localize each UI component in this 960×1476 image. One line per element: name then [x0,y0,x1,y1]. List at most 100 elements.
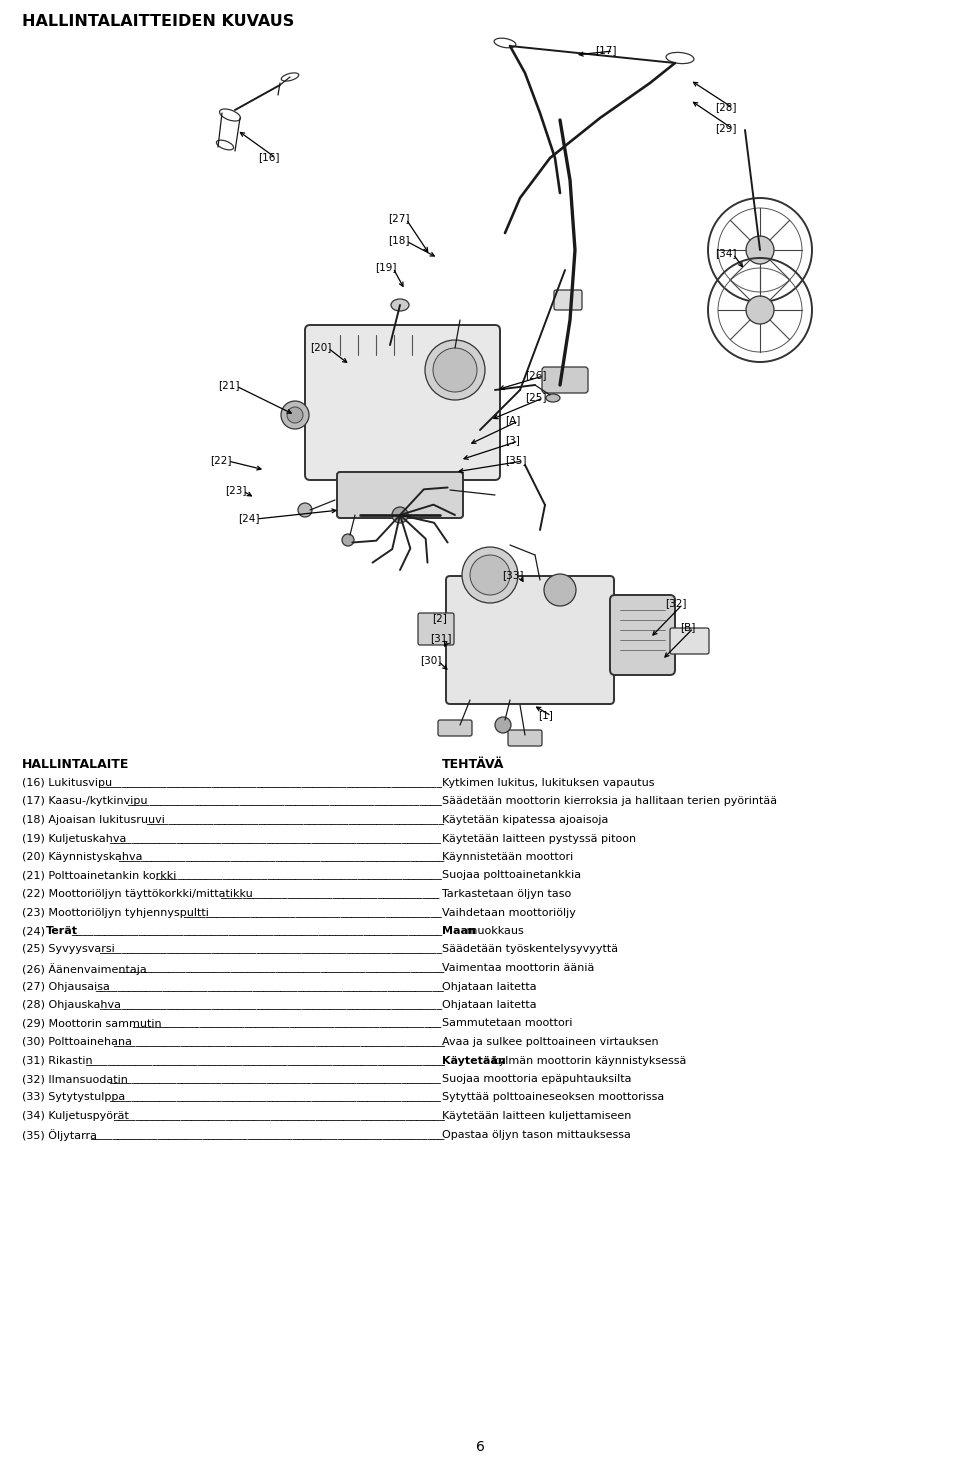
Circle shape [544,574,576,607]
Circle shape [462,548,518,604]
Text: (25) Syvyysvarsi: (25) Syvyysvarsi [22,945,115,955]
Text: Ohjataan laitetta: Ohjataan laitetta [442,982,537,992]
Text: (24): (24) [22,925,49,936]
FancyBboxPatch shape [446,576,614,704]
Text: [26]: [26] [525,370,546,379]
Text: [16]: [16] [258,152,279,162]
Text: (35) Öljytarra: (35) Öljytarra [22,1129,97,1141]
Text: ___________________________________________________________: ________________________________________… [108,1092,441,1103]
Text: Sytyttää polttoaineseoksen moottorissa: Sytyttää polttoaineseoksen moottorissa [442,1092,664,1103]
Text: _______________________________________________________________: ________________________________________… [90,1129,444,1139]
Text: (18) Ajoaisan lukitusruuvi: (18) Ajoaisan lukitusruuvi [22,815,165,825]
Text: [20]: [20] [310,342,331,351]
Text: (20) Käynnistyskahva: (20) Käynnistyskahva [22,852,142,862]
Text: Säädetään työskentelysyvyyttä: Säädetään työskentelysyvyyttä [442,945,618,955]
Text: Säädetään moottorin kierroksia ja hallitaan terien pyörintää: Säädetään moottorin kierroksia ja hallit… [442,797,778,806]
Text: [19]: [19] [375,263,396,272]
Text: ___________________________________________________________: ________________________________________… [113,1111,445,1120]
Circle shape [287,407,303,424]
Text: [23]: [23] [225,486,247,494]
Text: Käytetään laitteen kuljettamiseen: Käytetään laitteen kuljettamiseen [442,1111,632,1120]
Text: [24]: [24] [238,514,259,523]
Text: Vaihdetaan moottoriöljy: Vaihdetaan moottoriöljy [442,908,576,918]
Text: Tarkastetaan öljyn taso: Tarkastetaan öljyn taso [442,889,571,899]
Text: Opastaa öljyn tason mittauksessa: Opastaa öljyn tason mittauksessa [442,1129,631,1139]
Text: [30]: [30] [420,655,442,666]
Text: [A]: [A] [505,415,520,425]
Circle shape [392,506,408,523]
Text: [1]: [1] [538,710,553,720]
Text: (19) Kuljetuskahva: (19) Kuljetuskahva [22,834,127,843]
Text: [28]: [28] [715,102,736,112]
Text: [21]: [21] [218,379,239,390]
Text: Sammutetaan moottori: Sammutetaan moottori [442,1018,572,1029]
Text: Suojaa moottoria epäpuhtauksilta: Suojaa moottoria epäpuhtauksilta [442,1075,632,1083]
FancyBboxPatch shape [508,731,542,745]
Text: _______________________________________: _______________________________________ [220,889,440,899]
Text: (34) Kuljetuspyörät: (34) Kuljetuspyörät [22,1111,129,1120]
Text: ________________________________________________________: ________________________________________… [128,797,443,806]
Text: (32) Ilmansuodatin: (32) Ilmansuodatin [22,1075,128,1083]
Text: [33]: [33] [502,570,523,580]
Circle shape [342,534,354,546]
Text: ___________________________________________________________: ________________________________________… [108,1075,441,1083]
Text: __________________________________________________________________: ________________________________________… [71,925,443,936]
Text: HALLINTALAITTEIDEN KUVAUS: HALLINTALAITTEIDEN KUVAUS [22,13,295,30]
Text: (28) Ohjauskahva: (28) Ohjauskahva [22,1001,121,1010]
Text: [35]: [35] [505,455,526,465]
Text: Kytkimen lukitus, lukituksen vapautus: Kytkimen lukitus, lukituksen vapautus [442,778,655,788]
Text: [17]: [17] [595,44,616,55]
FancyBboxPatch shape [418,613,454,645]
Text: HALLINTALAITE: HALLINTALAITE [22,759,130,770]
Text: [18]: [18] [388,235,410,245]
Text: (16) Lukitusvipu: (16) Lukitusvipu [22,778,112,788]
Text: Käytetään laitteen pystyssä pitoon: Käytetään laitteen pystyssä pitoon [442,834,636,843]
Text: _____________________________________________________________: ________________________________________… [100,778,443,788]
FancyBboxPatch shape [670,627,709,654]
Text: [2]: [2] [432,613,446,623]
Text: muokkaus: muokkaus [463,925,523,936]
FancyBboxPatch shape [305,325,500,480]
Text: Käytetään kipatessa ajoaisoja: Käytetään kipatessa ajoaisoja [442,815,609,825]
Text: ___________________________________________________________: ________________________________________… [113,1038,445,1046]
Text: _____________________________________________________________: ________________________________________… [100,945,443,955]
Text: (26) Äänenvaimentaja: (26) Äänenvaimentaja [22,962,147,976]
Text: [25]: [25] [525,393,546,401]
Text: TEHTÄVÄ: TEHTÄVÄ [442,759,505,770]
Circle shape [746,297,774,325]
Text: Maan: Maan [442,925,476,936]
Text: Suojaa polttoainetankkia: Suojaa polttoainetankkia [442,871,581,881]
Text: Vaimentaa moottorin ääniä: Vaimentaa moottorin ääniä [442,962,594,973]
Text: (22) Moottoriöljyn täyttökorkki/mittatikku: (22) Moottoriöljyn täyttökorkki/mittatik… [22,889,252,899]
Text: __________________________________________________________: ________________________________________… [118,852,444,862]
Text: ______________________________________________: ________________________________________… [183,908,442,918]
FancyBboxPatch shape [542,368,588,393]
FancyBboxPatch shape [438,720,472,737]
Text: (23) Moottoriöljyn tyhjennyspultti: (23) Moottoriöljyn tyhjennyspultti [22,908,209,918]
Circle shape [495,717,511,734]
Text: 6: 6 [475,1441,485,1454]
Text: Terät: Terät [45,925,78,936]
Circle shape [281,401,309,430]
Text: ________________________________________________________________: ________________________________________… [85,1055,445,1066]
Text: _____________________________________________________: ________________________________________… [146,815,444,825]
Text: (17) Kaasu-/kytkinvipu: (17) Kaasu-/kytkinvipu [22,797,148,806]
Circle shape [425,339,485,400]
Text: (21) Polttoainetankin korkki: (21) Polttoainetankin korkki [22,871,177,881]
Text: Käynnistetään moottori: Käynnistetään moottori [442,852,573,862]
Text: (27) Ohjausaisa: (27) Ohjausaisa [22,982,109,992]
Text: kylmän moottorin käynnistyksessä: kylmän moottorin käynnistyksessä [489,1055,686,1066]
Text: __________________________________________________________: ________________________________________… [118,962,444,973]
Text: [22]: [22] [210,455,231,465]
Ellipse shape [391,300,409,311]
Circle shape [746,236,774,264]
FancyBboxPatch shape [554,289,582,310]
Text: [27]: [27] [388,213,410,223]
Circle shape [470,555,510,595]
Text: [34]: [34] [715,248,736,258]
Circle shape [433,348,477,393]
Text: (33) Sytytystulppa: (33) Sytytystulppa [22,1092,125,1103]
Ellipse shape [546,394,560,401]
Text: (30) Polttoainehana: (30) Polttoainehana [22,1038,132,1046]
Text: [3]: [3] [505,435,520,444]
